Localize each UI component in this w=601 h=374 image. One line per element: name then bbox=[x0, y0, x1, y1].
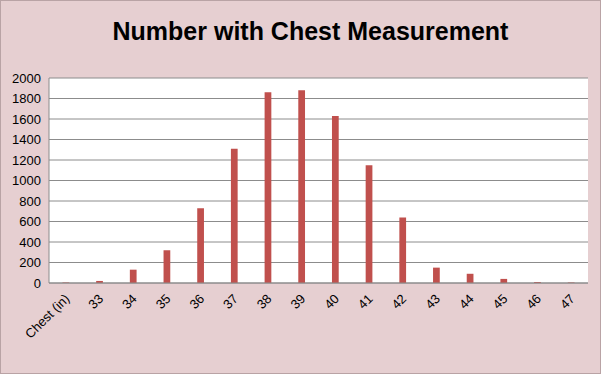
svg-text:41: 41 bbox=[355, 291, 376, 312]
svg-text:37: 37 bbox=[220, 291, 241, 312]
svg-text:38: 38 bbox=[254, 291, 275, 312]
svg-text:42: 42 bbox=[389, 291, 410, 312]
svg-text:39: 39 bbox=[287, 291, 308, 312]
svg-text:45: 45 bbox=[490, 291, 511, 312]
svg-text:46: 46 bbox=[523, 291, 544, 312]
svg-text:44: 44 bbox=[456, 291, 477, 312]
svg-text:33: 33 bbox=[85, 291, 106, 312]
svg-text:1400: 1400 bbox=[12, 132, 41, 147]
svg-text:1000: 1000 bbox=[12, 173, 41, 188]
svg-text:34: 34 bbox=[119, 291, 140, 312]
svg-text:40: 40 bbox=[321, 291, 342, 312]
html-text:Number with Chest Measurement: Number with Chest Measurement bbox=[112, 17, 509, 45]
svg-text:200: 200 bbox=[19, 255, 41, 270]
svg-text:Chest (in): Chest (in) bbox=[22, 291, 72, 341]
svg-text:47: 47 bbox=[557, 291, 578, 312]
svg-text:2000: 2000 bbox=[12, 71, 41, 86]
svg-text:800: 800 bbox=[19, 194, 41, 209]
svg-text:0: 0 bbox=[34, 276, 41, 291]
svg-text:43: 43 bbox=[422, 291, 443, 312]
svg-text:36: 36 bbox=[186, 291, 207, 312]
svg-text:1200: 1200 bbox=[12, 153, 41, 168]
svg-text:600: 600 bbox=[19, 214, 41, 229]
svg-text:1800: 1800 bbox=[12, 91, 41, 106]
svg-text:35: 35 bbox=[153, 291, 174, 312]
svg-text:1600: 1600 bbox=[12, 112, 41, 127]
svg-text:400: 400 bbox=[19, 235, 41, 250]
